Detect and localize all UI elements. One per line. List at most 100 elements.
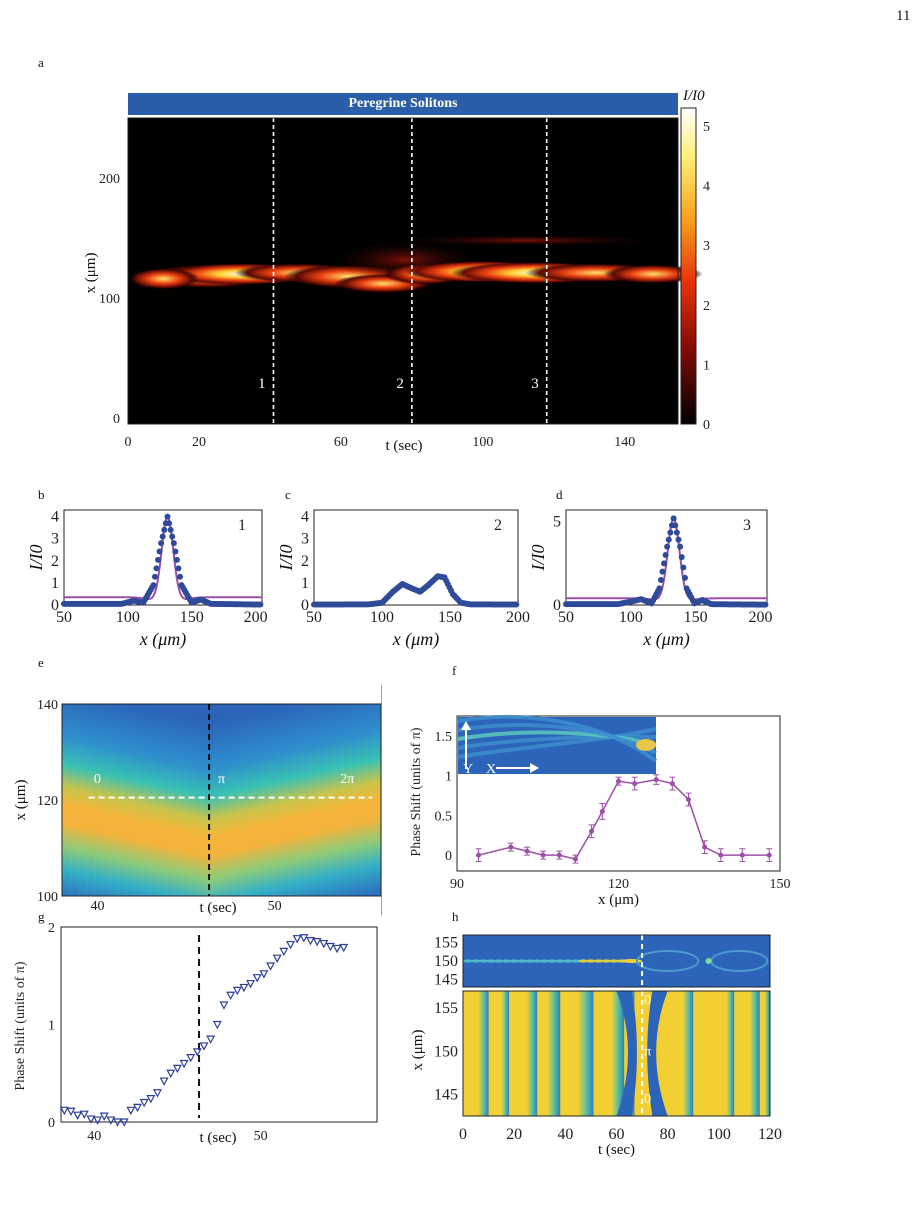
x-tick-label: 50 (254, 1129, 268, 1144)
band-column (237, 715, 247, 947)
phase-stripe (547, 991, 561, 1116)
inset-bright-spot (636, 739, 656, 751)
data-point (212, 1020, 222, 1030)
band-column (165, 714, 175, 945)
data-point (151, 573, 158, 580)
x-tick-label: 20 (192, 435, 206, 450)
data-point (524, 848, 530, 854)
data-point (513, 601, 520, 608)
data-point (232, 986, 242, 996)
data-point (239, 983, 249, 993)
colorbar-tick-label: 3 (703, 239, 710, 254)
data-point (675, 536, 682, 543)
top-y-tick-label: 145 (434, 972, 458, 989)
y-axis-label: x (μm) (13, 780, 29, 821)
data-point (126, 1106, 136, 1116)
annotation-pi: π (644, 1045, 651, 1060)
y-tick-label: 2 (51, 553, 59, 570)
band-column (93, 697, 103, 929)
x-tick-label: 50 (56, 609, 72, 626)
phase-singularity-left (616, 991, 637, 1116)
data-point (312, 938, 322, 947)
data-point (155, 556, 162, 563)
y-tick-label: 0.5 (435, 809, 453, 824)
inset-fringe (457, 723, 657, 755)
data-point (139, 1098, 149, 1108)
colorbar (680, 107, 697, 425)
band-column (253, 712, 262, 943)
x-tick-label: 60 (334, 435, 348, 450)
x-tick-label: 120 (608, 877, 629, 892)
data-point (319, 939, 329, 949)
y-tick-label: 4 (301, 509, 309, 526)
data-point (259, 970, 269, 979)
data-point (167, 526, 174, 533)
data-point (113, 1118, 123, 1127)
phase-stripe (478, 991, 489, 1116)
band-column (189, 719, 199, 951)
data-point (159, 1077, 169, 1086)
data-point (158, 540, 165, 547)
data-point (99, 1112, 109, 1121)
data-point (150, 582, 157, 589)
band-column (101, 699, 111, 931)
band-column (141, 708, 151, 940)
top-strip-spot (509, 959, 520, 963)
data-point (702, 844, 708, 850)
y-tick-label: 0 (553, 597, 561, 614)
band-column (173, 716, 183, 947)
data-point (153, 565, 160, 572)
data-point (656, 585, 663, 592)
data-point (119, 1118, 129, 1127)
data-point (175, 565, 182, 572)
fit-curve (566, 516, 767, 601)
soliton-intensity-region (383, 234, 668, 247)
data-point (616, 778, 621, 784)
data-point (599, 808, 605, 814)
data-point (106, 1116, 116, 1125)
plot-frame (63, 509, 263, 606)
top-strip-spot (705, 958, 712, 964)
data-point (219, 1001, 229, 1010)
band-column (69, 692, 79, 923)
colorbar-tick-label: 4 (703, 180, 710, 195)
top-strip-spot (470, 959, 481, 963)
data-point (206, 1035, 216, 1044)
inset-fringe (457, 727, 657, 759)
data-point (257, 601, 264, 608)
top-strip-ring (635, 950, 700, 972)
band-column (149, 710, 159, 941)
data-point (169, 533, 176, 540)
data-point (252, 974, 262, 983)
x-tick-label: 20 (506, 1126, 522, 1143)
y-tick-label: 0 (51, 597, 59, 614)
mask-top (62, 664, 381, 704)
data-point (166, 520, 173, 527)
data-point (59, 1106, 69, 1116)
x-tick-label: 100 (370, 609, 394, 626)
panel-label-f: f (452, 663, 457, 678)
data-point (677, 543, 684, 550)
band-column (341, 692, 350, 923)
annotation-2pi: 2π (340, 772, 354, 787)
x-tick-label: 200 (506, 609, 530, 626)
annotation-0: 0 (94, 772, 101, 787)
data-point (279, 947, 289, 957)
data-point (664, 543, 671, 550)
band-column (62, 690, 71, 921)
data-point (159, 533, 166, 540)
x-tick-label: 200 (244, 609, 268, 626)
top-strip-spot (608, 959, 619, 963)
data-point (156, 548, 163, 555)
top-strip-spot (524, 959, 535, 963)
y-axis-label: Phase Shift (units of π) (409, 727, 424, 857)
panel-note: 1 (238, 517, 246, 534)
band-column (197, 721, 207, 952)
x-tick-label: 40 (557, 1126, 573, 1143)
data-point (681, 574, 688, 581)
data-point (673, 529, 680, 536)
y-tick-label: 5 (553, 514, 561, 531)
